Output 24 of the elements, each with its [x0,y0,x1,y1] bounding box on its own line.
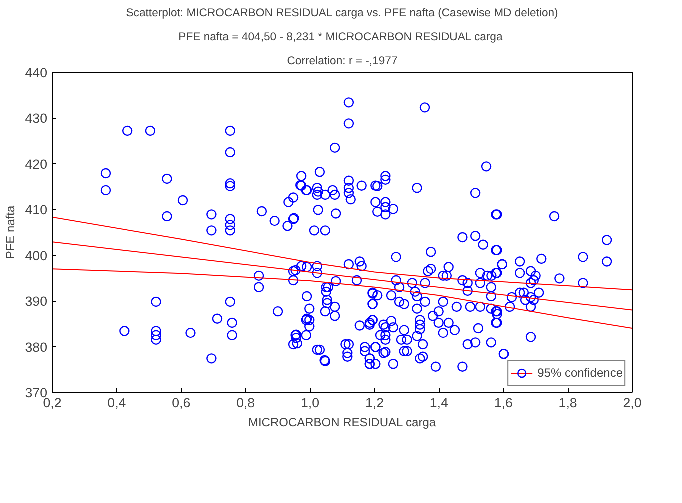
legend-label: 95% confidence [538,366,623,380]
x-tick-label: 2,0 [623,396,642,410]
y-axis-title: PFE nafta [3,205,18,260]
x-tick-label: 1,6 [494,396,513,410]
x-tick-label: 1,4 [430,396,450,410]
y-tick-label: 430 [25,111,48,126]
y-tick-label: 440 [25,66,48,80]
x-axis-title: MICROCARBON RESIDUAL carga [248,416,436,430]
chart-title: Scatterplot: MICROCARBON RESIDUAL carga vs. PFE nafta (Casewise MD deletion) [126,8,559,20]
y-tick-label: 410 [25,202,48,218]
x-tick-label: 0,4 [108,396,127,410]
y-tick-label: 400 [25,248,48,264]
x-tick-label: 1,0 [301,396,320,410]
x-tick-label: 0,6 [172,396,191,410]
y-tick-label: 380 [25,340,48,355]
x-tick-label: 0,8 [236,396,256,410]
x-tick-label: 1,8 [558,396,578,410]
line-series [52,216,632,291]
text: Correlation: r = -,1977 [287,56,398,68]
y-tick-label: 390 [25,294,48,310]
x-tick-label: 1,2 [365,396,384,410]
line-series [52,268,632,329]
y-tick-label: 420 [25,156,48,172]
chart-subtitle: PFE nafta = 404,50 - 8,231 * MICROCARBON RESIDUAL carga [178,32,504,44]
